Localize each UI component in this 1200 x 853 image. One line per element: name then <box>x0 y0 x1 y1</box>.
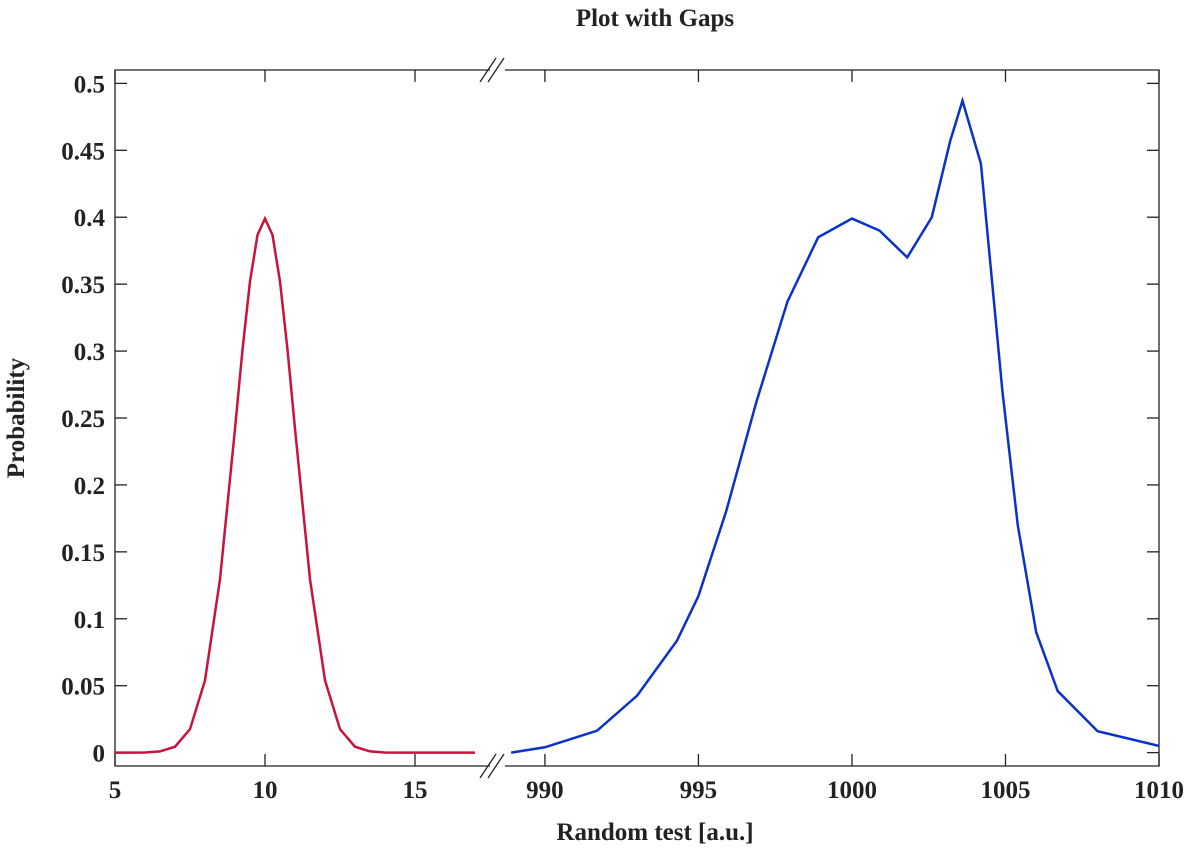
x-tick-label: 1000 <box>827 777 877 804</box>
x-tick-label: 995 <box>680 777 718 804</box>
y-tick-label: 0 <box>93 741 106 768</box>
y-tick-label: 0.5 <box>74 71 105 98</box>
axis-break <box>487 57 505 83</box>
x-tick-label: 15 <box>403 777 428 804</box>
y-tick-label: 0.35 <box>61 272 105 299</box>
x-tick-label: 990 <box>526 777 564 804</box>
axis-break <box>479 57 497 83</box>
x-tick-label: 5 <box>109 777 122 804</box>
y-tick-label: 0.45 <box>61 138 105 165</box>
y-tick-label: 0.2 <box>74 473 105 500</box>
y-tick-label: 0.1 <box>74 607 105 634</box>
x-tick-label: 1005 <box>980 777 1030 804</box>
y-axis-label: Probability <box>3 357 30 478</box>
y-tick-label: 0.25 <box>61 406 105 433</box>
y-tick-label: 0.05 <box>61 674 105 701</box>
y-tick-label: 0.3 <box>74 339 105 366</box>
x-axis-label: Random test [a.u.] <box>556 819 753 846</box>
axis-frame <box>114 69 1160 767</box>
y-tick-label: 0.15 <box>61 540 105 567</box>
data-line <box>510 96 1160 754</box>
axis-break <box>487 753 505 779</box>
data-line <box>114 215 475 754</box>
chart-title: Plot with Gaps <box>576 5 735 32</box>
y-tick-label: 0.4 <box>74 205 106 232</box>
x-tick-label: 10 <box>253 777 278 804</box>
axis-break <box>479 753 497 779</box>
x-tick-label: 1010 <box>1134 777 1184 804</box>
